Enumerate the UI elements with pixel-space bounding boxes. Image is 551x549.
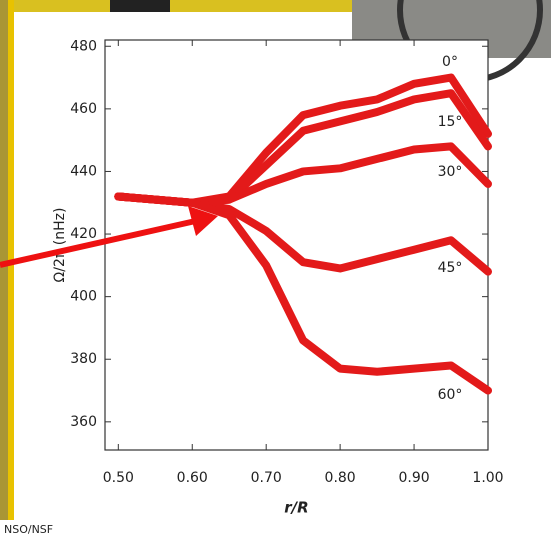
x-tick-label: 1.00 [472, 470, 503, 486]
decor-strip [0, 0, 8, 520]
x-tick-label: 0.70 [251, 470, 282, 486]
series-label: 30° [438, 164, 463, 180]
x-axis-label: r/R [284, 499, 308, 517]
y-axis-label: Ω/2π (nHz) [52, 208, 68, 283]
slide: NSO/NSF 360 380 400 420 440 460 480 0.50 0.60 0.7… [0, 0, 551, 545]
y-tick-label: 460 [70, 101, 97, 117]
credit: NSO/NSF [4, 523, 53, 536]
y-tick-label: 480 [70, 38, 97, 54]
decor [14, 12, 352, 32]
y-tick-label: 380 [70, 351, 97, 367]
series-label: 60° [438, 387, 463, 403]
y-tick-label: 400 [70, 289, 97, 305]
series-label: 45° [438, 260, 463, 276]
decor-strip [110, 0, 170, 12]
chart: 360 380 400 420 440 460 480 0.50 0.60 0.70 0.80 0.9… [52, 38, 504, 516]
series-label: 15° [438, 114, 463, 130]
y-tick-label: 360 [70, 414, 97, 430]
x-tick-label: 0.50 [103, 470, 134, 486]
x-tick-label: 0.90 [398, 470, 429, 486]
y-tick-label: 440 [70, 163, 97, 179]
x-tick-label: 0.60 [177, 470, 208, 486]
decor-strip [14, 0, 354, 12]
x-tick-label: 0.80 [325, 470, 356, 486]
y-tick-label: 420 [70, 226, 97, 242]
series-label: 0° [442, 54, 458, 70]
